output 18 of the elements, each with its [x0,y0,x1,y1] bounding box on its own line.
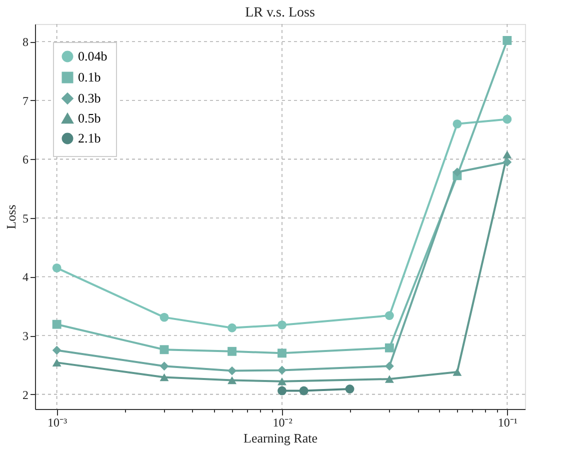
legend-label: 0.1b [78,70,101,84]
y-tick-label: 5 [22,211,28,226]
legend-label: 0.5b [78,110,101,126]
y-tick-label: 8 [22,35,28,50]
x-tick-label: 10⁻¹ [498,416,518,430]
x-tick-label: 10⁻³ [48,416,68,430]
y-axis-title: Loss [4,204,18,230]
legend-label: 0.3b [78,90,101,106]
legend-label: 0.04b [78,48,108,64]
y-tick-label: 4 [22,270,28,284]
x-axis-title: Learning Rate [244,430,318,446]
chart-title: LR v.s. Loss [245,6,315,21]
y-tick-label: 3 [22,329,28,344]
y-tick-label: 7 [22,94,28,108]
y-tick-label: 2 [22,388,28,402]
y-tick-label: 6 [22,152,28,167]
legend-label: 2.1b [78,130,101,146]
x-tick-label: 10⁻² [272,416,293,430]
